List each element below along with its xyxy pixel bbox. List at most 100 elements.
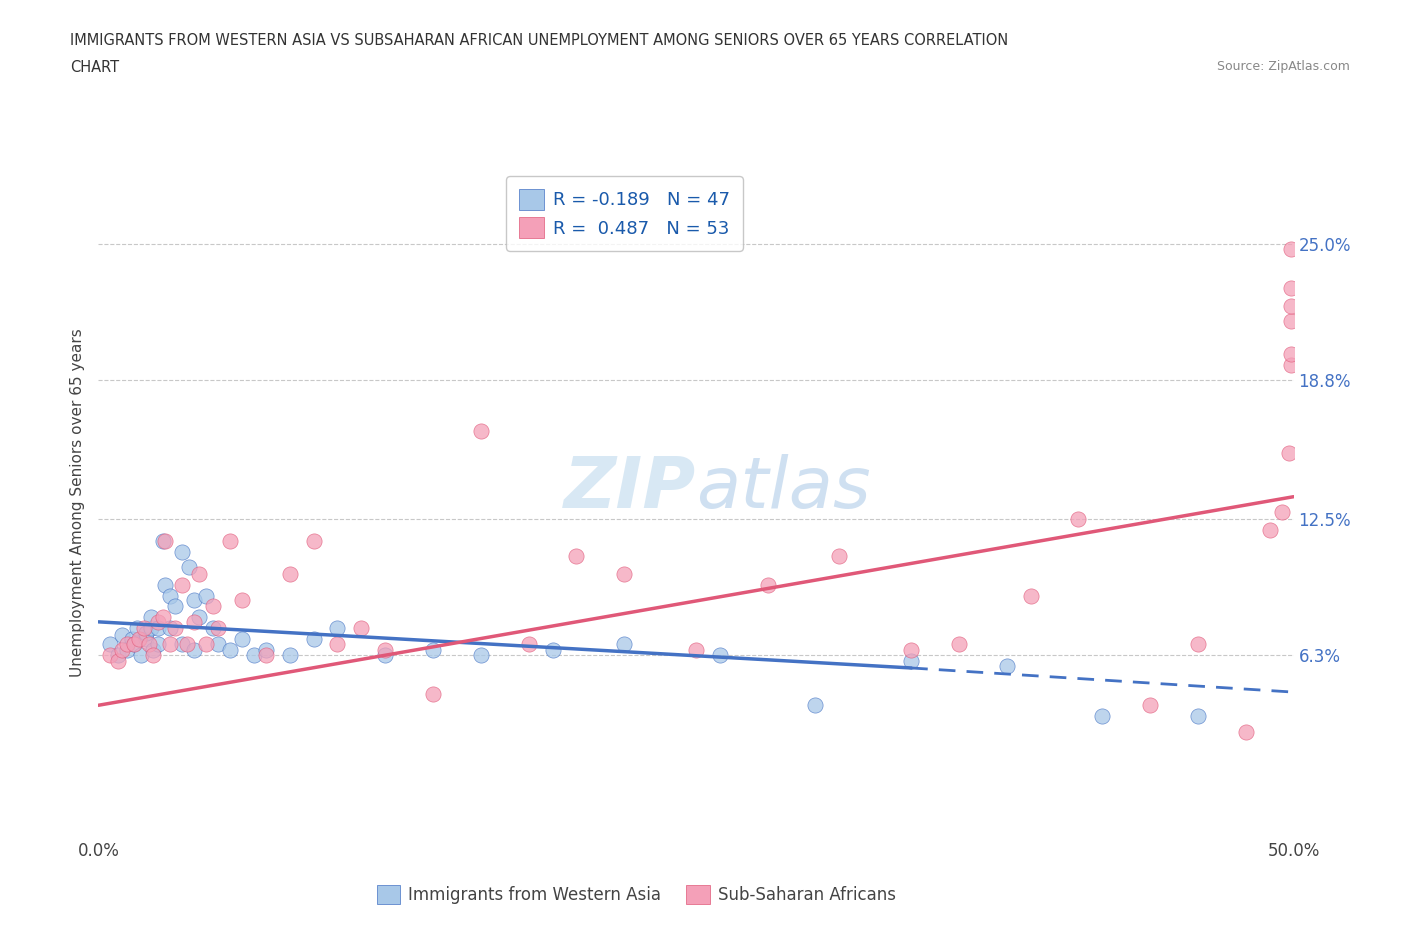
Point — [900, 654, 922, 669]
Point — [179, 560, 201, 575]
Point — [1279, 347, 1302, 362]
Point — [1279, 299, 1302, 313]
Point — [172, 544, 194, 559]
Point — [1279, 357, 1302, 372]
Point — [565, 549, 588, 564]
Point — [302, 632, 325, 647]
Point — [155, 533, 177, 548]
Point — [1279, 281, 1302, 296]
Point — [326, 621, 349, 636]
Point — [124, 636, 146, 651]
Point — [254, 643, 277, 658]
Point — [148, 636, 170, 651]
Point — [828, 549, 851, 564]
Point — [1187, 709, 1209, 724]
Point — [138, 636, 160, 651]
Point — [124, 636, 146, 651]
Point — [207, 621, 229, 636]
Point — [613, 566, 636, 581]
Point — [155, 578, 177, 592]
Point — [948, 636, 970, 651]
Point — [219, 533, 242, 548]
Point — [187, 566, 209, 581]
Point — [98, 647, 122, 662]
Point — [517, 636, 540, 651]
Point — [152, 610, 174, 625]
Point — [159, 636, 181, 651]
Point — [685, 643, 707, 658]
Point — [135, 632, 157, 647]
Point — [183, 615, 205, 630]
Point — [135, 625, 157, 640]
Point — [98, 636, 122, 651]
Point — [187, 610, 209, 625]
Point — [422, 643, 444, 658]
Text: atlas: atlas — [696, 455, 870, 524]
Point — [326, 636, 349, 651]
Point — [1234, 724, 1257, 739]
Point — [142, 647, 165, 662]
Point — [470, 423, 492, 438]
Point — [302, 533, 325, 548]
Point — [125, 621, 148, 636]
Point — [111, 628, 134, 643]
Point — [107, 654, 129, 669]
Point — [613, 636, 636, 651]
Point — [148, 615, 170, 630]
Point — [756, 578, 779, 592]
Point — [163, 599, 186, 614]
Text: Source: ZipAtlas.com: Source: ZipAtlas.com — [1216, 60, 1350, 73]
Point — [115, 643, 138, 658]
Point — [1019, 588, 1042, 603]
Point — [194, 636, 217, 651]
Point — [541, 643, 564, 658]
Point — [804, 698, 827, 712]
Point — [139, 621, 162, 636]
Point — [219, 643, 242, 658]
Point — [1187, 636, 1209, 651]
Point — [202, 621, 225, 636]
Point — [1139, 698, 1161, 712]
Point — [709, 647, 731, 662]
Point — [152, 533, 174, 548]
Point — [159, 588, 181, 603]
Point — [374, 647, 396, 662]
Point — [1278, 445, 1301, 460]
Point — [131, 647, 153, 662]
Point — [422, 687, 444, 702]
Point — [194, 588, 217, 603]
Point — [128, 632, 150, 647]
Point — [900, 643, 922, 658]
Point — [142, 643, 165, 658]
Point — [139, 610, 162, 625]
Point — [159, 621, 181, 636]
Point — [1279, 241, 1302, 256]
Point — [183, 592, 205, 607]
Point — [107, 647, 129, 662]
Point — [148, 621, 170, 636]
Point — [172, 578, 194, 592]
Point — [231, 632, 253, 647]
Point — [243, 647, 266, 662]
Y-axis label: Unemployment Among Seniors over 65 years: Unemployment Among Seniors over 65 years — [69, 328, 84, 677]
Point — [172, 636, 194, 651]
Point — [470, 647, 492, 662]
Point — [115, 636, 138, 651]
Point — [231, 592, 253, 607]
Legend: Immigrants from Western Asia, Sub-Saharan Africans: Immigrants from Western Asia, Sub-Sahara… — [366, 873, 907, 916]
Point — [1258, 523, 1281, 538]
Point — [1067, 512, 1090, 526]
Point — [183, 643, 205, 658]
Point — [132, 621, 155, 636]
Point — [1271, 505, 1294, 520]
Point — [202, 599, 225, 614]
Point — [121, 632, 143, 647]
Point — [254, 647, 277, 662]
Point — [176, 636, 198, 651]
Point — [374, 643, 396, 658]
Point — [1091, 709, 1114, 724]
Text: IMMIGRANTS FROM WESTERN ASIA VS SUBSAHARAN AFRICAN UNEMPLOYMENT AMONG SENIORS OV: IMMIGRANTS FROM WESTERN ASIA VS SUBSAHAR… — [70, 33, 1008, 47]
Text: ZIP: ZIP — [564, 455, 696, 524]
Point — [163, 621, 186, 636]
Text: CHART: CHART — [70, 60, 120, 75]
